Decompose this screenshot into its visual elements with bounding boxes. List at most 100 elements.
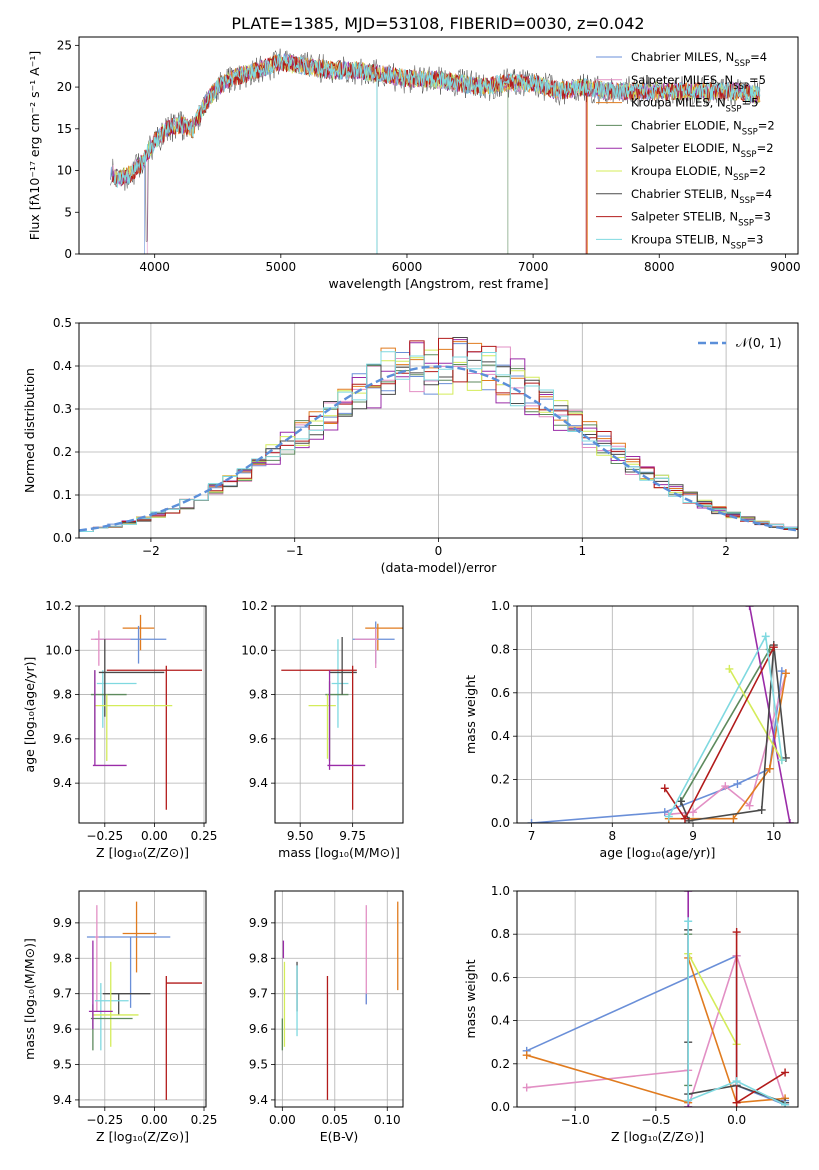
mass-weight-marker [732,1077,741,1086]
legend-subscript: SSP [738,219,754,229]
spectrum-line [113,53,761,254]
y-axis-label: age [log₁₀(age/yr)] [22,657,37,773]
axes-frame [78,36,799,255]
x-tick-label: 2 [722,544,730,558]
mass-weight-marker [660,808,669,817]
y-tick-label: 0.0 [491,1100,510,1114]
figure-title: PLATE=1385, MJD=53108, FIBERID=0030, z=0… [231,14,644,33]
plot-background [79,606,206,823]
age-vs-metallicity-panel: −0.25 0.00 0.25 9.4 9.6 9.8 10.0 10.2 Z [log₁₀(Z… [22,599,217,860]
histogram-step [79,351,798,532]
y-tick-label: 9.4 [249,776,268,790]
mass-weight-line [526,953,786,1107]
y-tick-label: 25 [57,38,72,52]
mass-weight-line [680,648,771,802]
x-tick-label: −0.25 [86,1113,123,1127]
x-axis-label: Z [log₁₀(Z/Z⊙)] [611,1129,704,1144]
y-tick-label: 9.5 [249,1058,268,1072]
y-tick-label: 0.4 [491,1014,510,1028]
axes-frame [274,890,404,1108]
x-tick-label: 9.50 [287,829,314,843]
legend-suffix: =3 [754,210,771,224]
y-axis-label: mass weight [463,959,478,1038]
normal-curve [79,365,798,532]
mass-weight-marker [765,764,774,773]
x-axis-label: mass [log₁₀(M/M⊙)] [278,845,400,860]
mass-weight-marker [781,753,790,762]
mass-weight-marker [785,819,794,823]
plot-background [517,891,798,1107]
plot-area [90,614,203,810]
mass-weight-marker [664,812,673,821]
mass-weight-vs-age-panel: 7 8 9 10 0.0 0.2 0.4 0.6 0.8 1.0 age [log₁₀(age/yr… [463,599,799,860]
plot-area [527,606,794,823]
age-vs-mass-panel: 9.50 9.75 9.4 9.6 9.8 10.0 10.2 mass [log₁₀(M/M… [241,599,404,860]
plot-area [86,901,203,1100]
y-tick-label: 0.6 [491,686,510,700]
y-tick-label: 9.9 [249,916,268,930]
y-tick-label: 0 [64,247,72,261]
mass-weight-marker [684,891,693,895]
legend-suffix: =2 [758,118,775,132]
plot-background [275,891,403,1107]
spectrum-panel: 4000 5000 6000 7000 8000 9000 0 5 10 15 20 25 wavele… [27,36,801,291]
x-tick-label: 0.25 [191,829,218,843]
plot-area [281,901,399,1100]
y-tick-label: 0.4 [53,359,72,373]
plot-background [275,606,403,823]
y-tick-label: 10.0 [241,643,268,657]
legend-suffix: =2 [749,164,766,178]
legend-entry: Kroupa STELIB, NSSP=3 [631,232,763,251]
y-tick-label: 5 [64,205,72,219]
legend-label: Chabrier MILES, N [631,50,734,64]
x-tick-label: 4000 [139,260,170,274]
x-tick-label: 0.00 [269,1113,296,1127]
plot-background [517,606,798,823]
mass-weight-marker [680,814,689,823]
y-tick-label: 9.8 [53,951,72,965]
legend-suffix: =4 [750,50,767,64]
x-tick-label: 0.10 [374,1113,401,1127]
mass-weight-marker [676,797,685,806]
legend-subscript: SSP [739,196,755,206]
x-tick-label: 0 [435,544,443,558]
y-tick-label: 0.0 [53,531,72,545]
y-tick-label: 9.6 [53,732,72,746]
y-tick-label: 0.4 [491,729,510,743]
axes-frame [516,890,799,1108]
x-axis-label: age [log₁₀(age/yr)] [600,845,716,860]
mass-weight-marker [757,805,766,814]
y-tick-label: 20 [57,80,72,94]
plot-background [79,891,206,1107]
x-tick-label: 7 [528,829,536,843]
residual-histogram-panel: −2 −1 0 1 2 0.0 0.1 0.2 0.3 0.4 0.5 (data-model)/er… [22,316,799,575]
mass-weight-marker [729,814,738,823]
legend-entry: Salpeter MILES, NSSP=5 [631,73,766,92]
x-tick-label: −1 [286,544,304,558]
mass-weight-marker [745,801,754,810]
mass-weight-marker [522,1083,531,1092]
x-axis-label: Z [log₁₀(Z/Z⊙)] [96,1129,189,1144]
legend-entry: Chabrier MILES, NSSP=4 [631,50,767,69]
y-tick-label: 0.8 [491,927,510,941]
x-tick-label: −2 [142,544,160,558]
y-tick-label: 9.4 [53,1093,72,1107]
x-axis-label: (data-model)/error [381,560,498,575]
legend-entry: Salpeter ELODIE, NSSP=2 [631,141,774,160]
legend-entry: Kroupa ELODIE, NSSP=2 [631,164,766,183]
legend-label: Chabrier ELODIE, N [631,118,742,132]
y-tick-label: 9.8 [53,688,72,702]
y-tick-label: 0.2 [53,445,72,459]
mass-vs-ebv-panel: 0.00 0.05 0.10 9.4 9.5 9.6 9.7 9.8 9.9 E(B-V) [249,890,404,1144]
x-tick-label: −0.25 [86,829,123,843]
mass-weight-marker [769,643,778,652]
mass-weight-marker [732,928,741,937]
legend-label: Salpeter ELODIE, N [631,141,741,155]
legend-entry: Chabrier ELODIE, NSSP=2 [631,118,775,137]
x-tick-label: 0.25 [191,1113,218,1127]
mass-weight-marker [684,816,693,823]
legend-subscript: SSP [733,173,749,183]
mass-weight-marker [781,669,790,678]
plot-area [110,48,761,254]
